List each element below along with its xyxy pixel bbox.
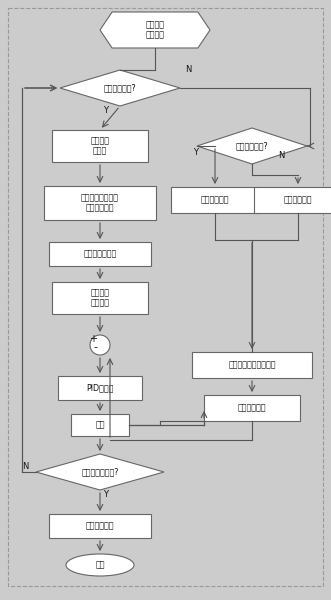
Bar (71, 414, 129, 436)
Text: +: + (89, 334, 97, 344)
Bar (58, 376, 142, 400)
Text: 给出矫正
目标转速: 给出矫正 目标转速 (90, 289, 110, 308)
Text: 细读扭矩
特征值: 细读扭矩 特征值 (90, 136, 110, 155)
Polygon shape (36, 454, 164, 490)
Text: 进入跟踪模式: 进入跟踪模式 (284, 196, 312, 205)
Text: 进入助力状态?: 进入助力状态? (236, 142, 268, 151)
Ellipse shape (66, 554, 134, 576)
Bar (44, 186, 156, 220)
Text: 检测扭矩特征前矫
子的电流增量: 检测扭矩特征前矫 子的电流增量 (81, 193, 119, 212)
Text: N: N (278, 151, 284, 160)
Polygon shape (60, 70, 180, 106)
Text: 检测扭矩
传感器值: 检测扭矩 传感器值 (146, 20, 165, 40)
Text: N: N (22, 462, 28, 471)
Text: Y: Y (103, 490, 108, 499)
Text: Y: Y (103, 106, 108, 115)
Bar (49, 514, 151, 538)
Text: -: - (93, 342, 97, 352)
Text: 结束: 结束 (95, 560, 105, 569)
Text: 估算转向盘角度: 估算转向盘角度 (83, 250, 117, 259)
Bar (52, 130, 148, 162)
Polygon shape (100, 12, 210, 48)
Text: 电机: 电机 (95, 421, 105, 430)
Text: PID控制器: PID控制器 (86, 383, 114, 392)
Bar (204, 395, 300, 421)
Text: 进入助力模式: 进入助力模式 (201, 196, 229, 205)
Bar (192, 352, 312, 378)
Text: Y: Y (193, 148, 198, 157)
Text: 退出回正控制: 退出回正控制 (86, 521, 114, 530)
Circle shape (90, 335, 110, 355)
Bar (171, 187, 259, 213)
Bar (254, 187, 331, 213)
Text: 回正到中间位置?: 回正到中间位置? (81, 467, 119, 476)
Text: 电机转速检测: 电机转速检测 (238, 403, 266, 413)
Bar (52, 282, 148, 314)
Text: N: N (185, 65, 191, 74)
Bar (49, 242, 151, 266)
Text: 进入回正状态?: 进入回正状态? (104, 83, 136, 92)
Text: 给电机的输入电流限制: 给电机的输入电流限制 (228, 361, 276, 370)
Polygon shape (197, 128, 307, 164)
